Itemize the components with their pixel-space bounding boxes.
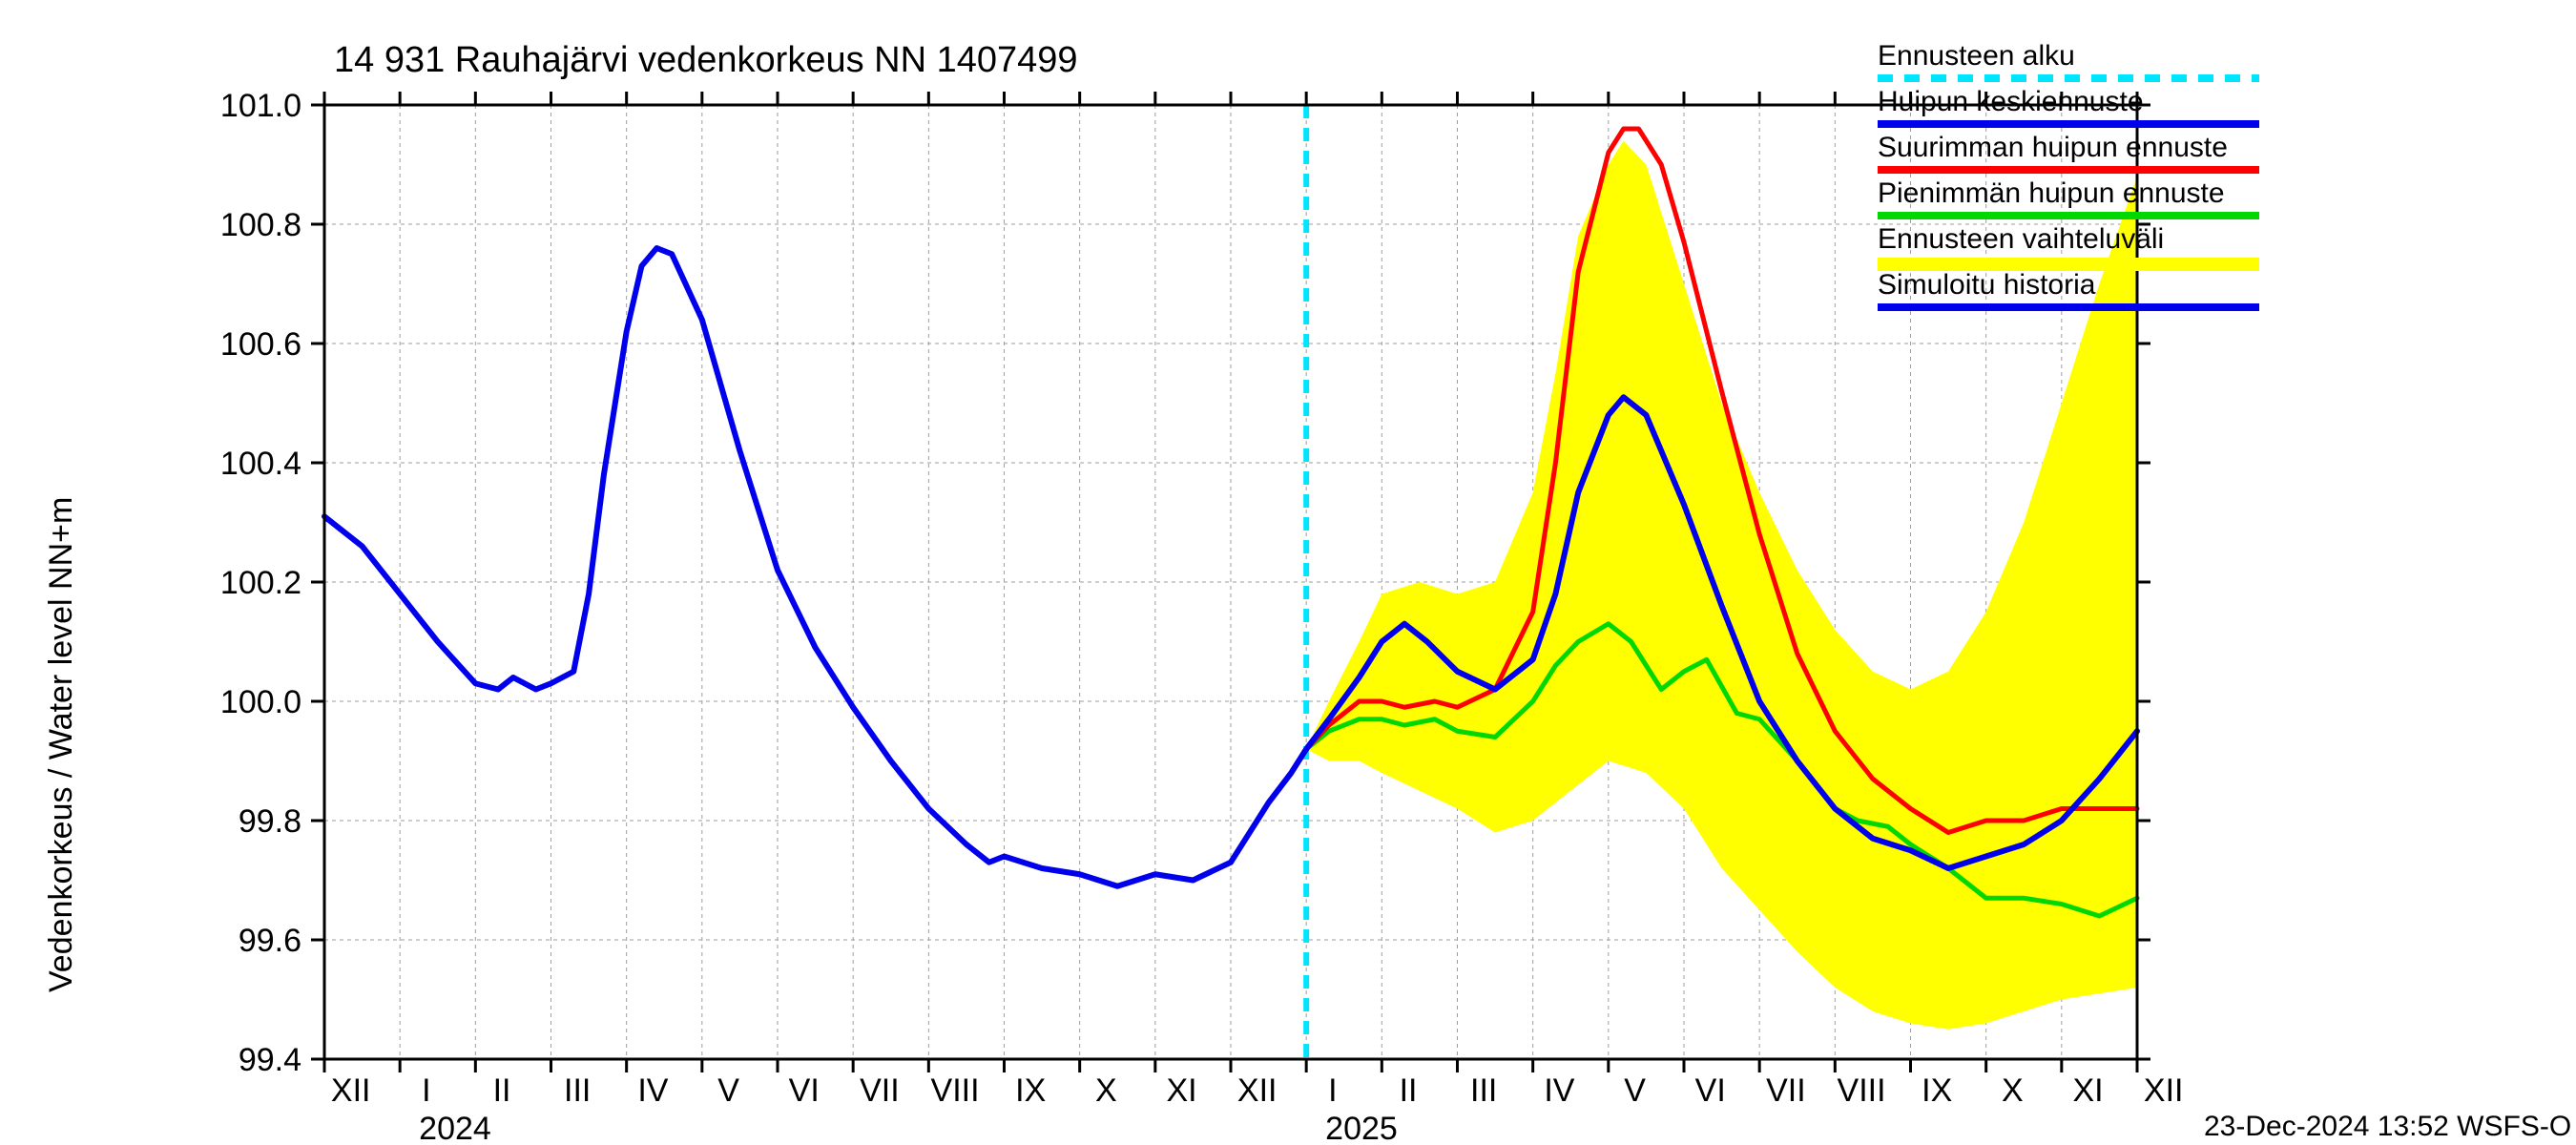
y-tick-label: 99.6 — [239, 923, 301, 959]
legend: Ennusteen alku Huipun keskiennuste Suurimm… — [1878, 40, 2259, 307]
x-month-label: IV — [1544, 1072, 1574, 1109]
y-tick-label: 99.4 — [239, 1042, 301, 1078]
x-month-label: II — [493, 1072, 511, 1109]
legend-label: Ennusteen vaihteluväli — [1878, 223, 2164, 255]
x-month-label: IX — [1015, 1072, 1046, 1109]
y-tick-label: 100.8 — [220, 207, 301, 243]
legend-label: Suurimman huipun ennuste — [1878, 132, 2228, 163]
x-month-label: V — [1624, 1072, 1646, 1109]
x-month-label: XI — [1166, 1072, 1196, 1109]
legend-label: Pienimmän huipun ennuste — [1878, 177, 2225, 209]
x-month-label: II — [1400, 1072, 1418, 1109]
x-month-label: I — [1328, 1072, 1337, 1109]
x-month-label: VIII — [931, 1072, 980, 1109]
y-axis-label: Vedenkorkeus / Water level NN+m — [43, 497, 79, 992]
legend-label: Huipun keskiennuste — [1878, 86, 2144, 117]
x-month-label: VII — [1766, 1072, 1806, 1109]
legend-label: Ennusteen alku — [1878, 40, 2075, 72]
x-year-label: 2025 — [1325, 1111, 1398, 1145]
chart-title: 14 931 Rauhajärvi vedenkorkeus NN 140749… — [334, 40, 1078, 80]
x-month-label: X — [1095, 1072, 1117, 1109]
y-tick-label: 100.2 — [220, 565, 301, 601]
x-month-label: VI — [789, 1072, 820, 1109]
x-month-label: XI — [2072, 1072, 2103, 1109]
y-tick-label: 100.4 — [220, 446, 301, 482]
x-month-label: III — [1470, 1072, 1497, 1109]
x-month-label: XII — [331, 1072, 371, 1109]
legend-label: Simuloitu historia — [1878, 269, 2096, 301]
y-tick-label: 99.8 — [239, 803, 301, 840]
x-month-label: IX — [1922, 1072, 1952, 1109]
x-month-label: VIII — [1838, 1072, 1886, 1109]
x-month-label: VII — [860, 1072, 900, 1109]
x-month-label: XII — [1237, 1072, 1278, 1109]
x-month-label: VI — [1695, 1072, 1726, 1109]
x-month-label: X — [2002, 1072, 2024, 1109]
water-level-chart: 14 931 Rauhajärvi vedenkorkeus NN 140749… — [0, 0, 2576, 1145]
y-tick-label: 100.0 — [220, 684, 301, 720]
y-tick-label: 100.6 — [220, 326, 301, 363]
x-month-label: I — [422, 1072, 430, 1109]
x-month-label: XII — [2144, 1072, 2184, 1109]
footer-timestamp: 23-Dec-2024 13:52 WSFS-O — [2204, 1111, 2571, 1142]
y-tick-label: 101.0 — [220, 88, 301, 124]
x-month-label: V — [717, 1072, 739, 1109]
x-year-label: 2024 — [419, 1111, 491, 1145]
chart-container: 14 931 Rauhajärvi vedenkorkeus NN 140749… — [0, 0, 2576, 1145]
x-month-label: III — [564, 1072, 591, 1109]
x-month-label: IV — [637, 1072, 668, 1109]
